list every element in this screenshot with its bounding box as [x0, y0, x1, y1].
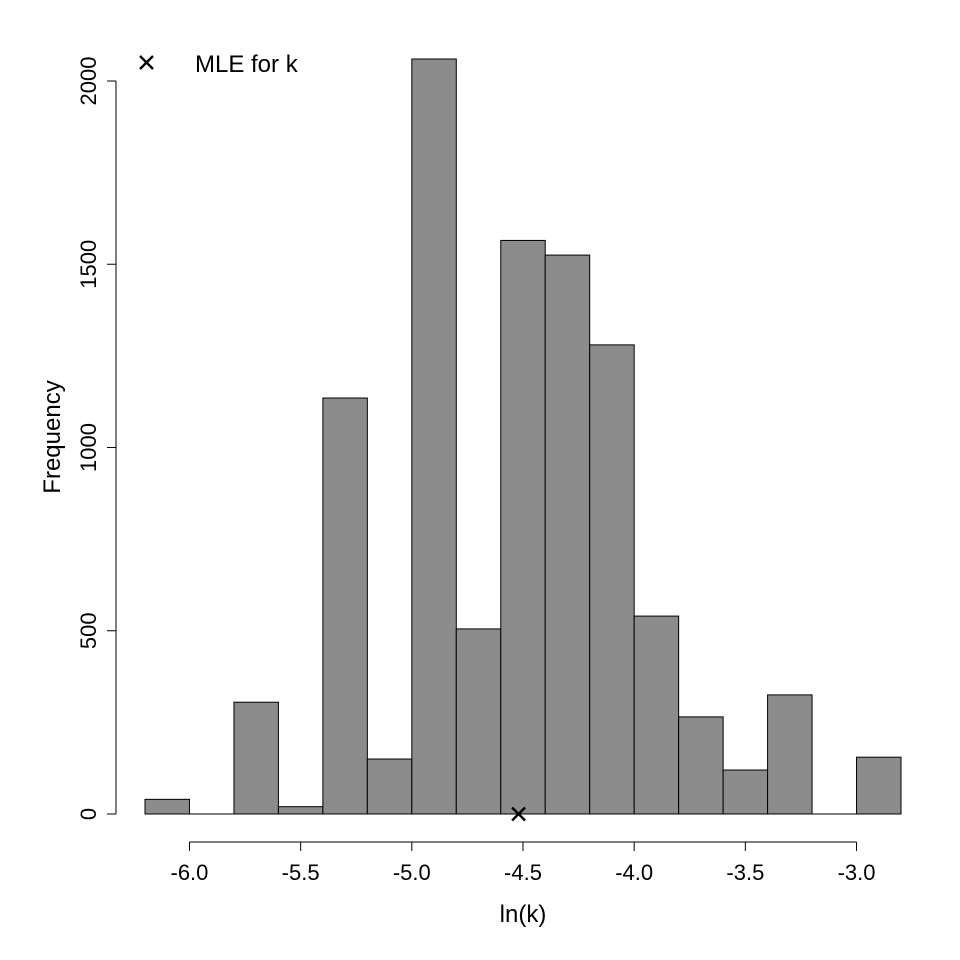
y-tick-label: 500	[76, 612, 101, 649]
x-axis: -6.0 -5.5 -5.0 -4.5 -4.0 -3.5 -3.0	[171, 841, 876, 885]
histogram-bar	[500, 239, 546, 815]
histogram-bar	[544, 254, 591, 815]
y-tick-label: 2000	[76, 57, 101, 106]
histogram-bar	[633, 615, 680, 815]
histogram-bars	[144, 58, 902, 815]
histogram-bar	[366, 758, 413, 815]
histogram-bar	[455, 628, 502, 815]
mle-marker	[511, 806, 526, 822]
y-axis-title: Frequency	[39, 380, 66, 493]
y-tick-label: 1500	[76, 240, 101, 289]
x-tick-label: -5.0	[393, 860, 431, 885]
x-tick-label: -5.5	[282, 860, 320, 885]
y-tick-label: 0	[76, 808, 101, 820]
histogram-bar	[411, 58, 457, 815]
histogram-bar	[856, 756, 902, 815]
histogram-bar	[722, 769, 769, 815]
x-tick-label: -3.5	[726, 860, 764, 885]
legend: MLE for k	[139, 51, 299, 78]
mle-markers	[511, 806, 526, 822]
histogram-bar	[233, 701, 279, 815]
histogram-bar	[322, 397, 368, 815]
histogram-bar	[144, 798, 190, 815]
histogram-bar	[678, 716, 724, 815]
legend-x-icon	[139, 55, 154, 70]
x-tick-label: -4.5	[504, 860, 542, 885]
histogram-bar	[589, 344, 635, 815]
y-axis: 0 500 1000 1500 2000	[76, 57, 117, 820]
x-tick-label: -6.0	[171, 860, 209, 885]
x-tick-label: -4.0	[615, 860, 653, 885]
histogram-bar	[277, 806, 324, 815]
histogram-bar	[767, 694, 813, 815]
legend-label-mle: MLE for k	[195, 51, 299, 78]
y-tick-label: 1000	[76, 423, 101, 472]
x-tick-label: -3.0	[838, 860, 876, 885]
x-axis-title: ln(k)	[500, 901, 547, 928]
